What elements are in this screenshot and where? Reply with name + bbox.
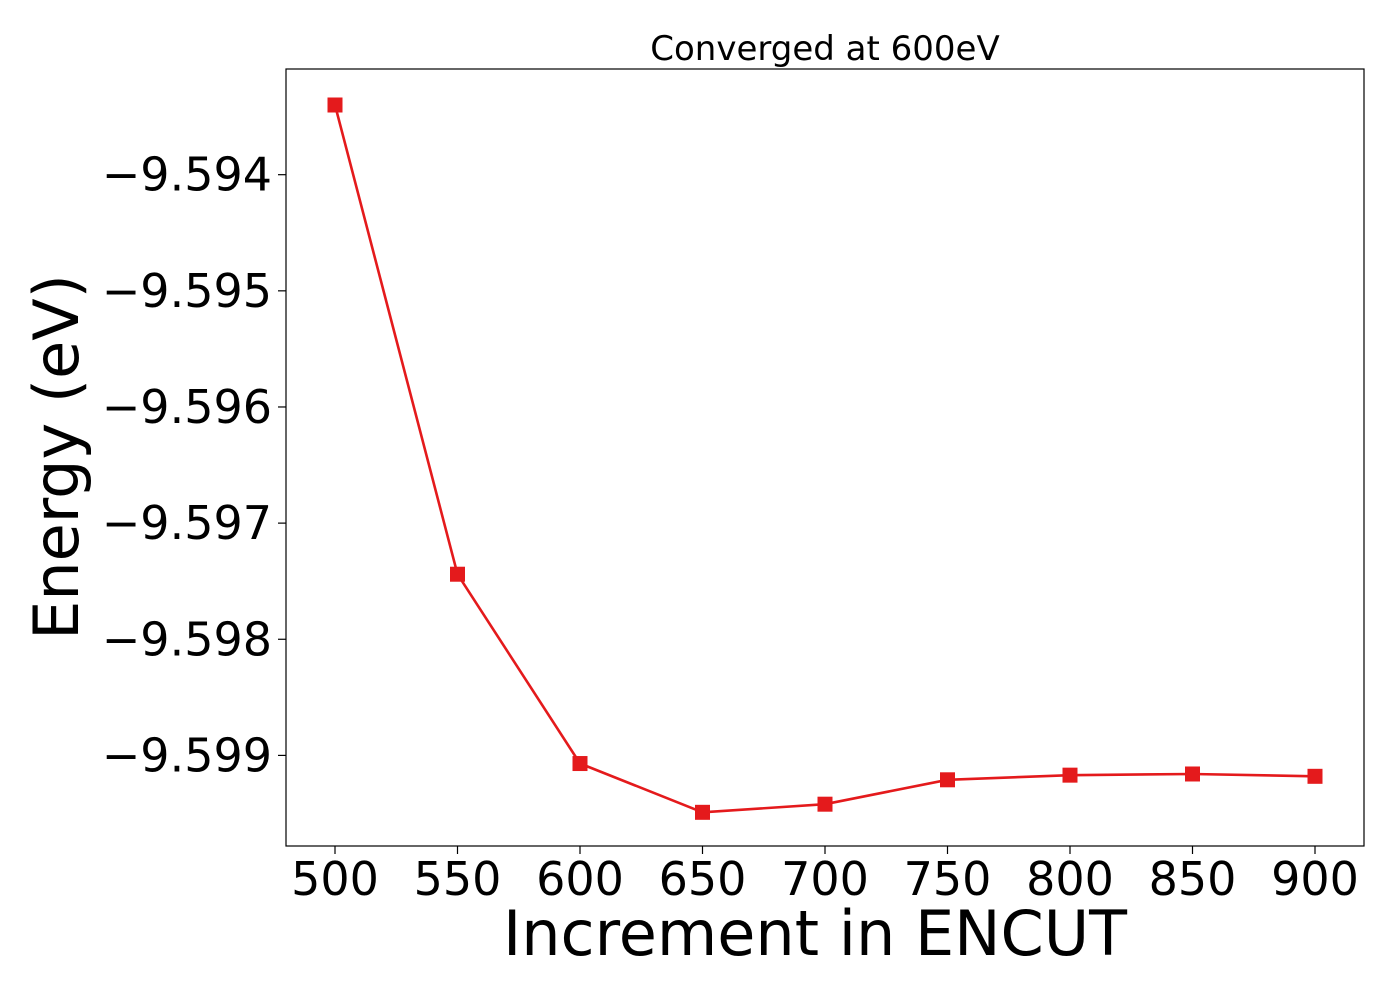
data-point: [1062, 767, 1078, 783]
x-tick-label: 750: [904, 852, 992, 906]
y-axis-title: Energy (eV): [20, 274, 93, 640]
y-axis: −9.594 −9.595 −9.596 −9.597 −9.598 −9.599: [102, 148, 286, 782]
data-point: [940, 772, 955, 788]
plot-area: −9.594 −9.595 −9.596 −9.597 −9.598 −9.599 500…: [102, 68, 1365, 906]
x-tick-label: 550: [414, 852, 502, 906]
data-point: [450, 566, 465, 582]
y-tick-label: −9.595: [102, 264, 272, 318]
series-layer: [327, 97, 1323, 820]
y-tick-label: −9.598: [102, 612, 272, 666]
data-point: [695, 804, 710, 820]
plot-frame: [285, 68, 1365, 847]
data-point: [572, 756, 588, 772]
x-tick-label: 800: [1026, 852, 1114, 906]
x-tick-label: 600: [536, 852, 624, 906]
chart-title: Converged at 600eV: [650, 29, 999, 69]
x-tick-label: 850: [1149, 852, 1237, 906]
x-tick-label: 900: [1271, 852, 1359, 906]
x-tick-label: 700: [781, 852, 869, 906]
y-tick-label: −9.596: [102, 380, 272, 434]
data-point: [327, 97, 343, 113]
series-line: [333, 104, 1316, 814]
data-point: [817, 796, 833, 812]
y-tick-label: −9.599: [102, 728, 272, 782]
y-tick-label: −9.594: [102, 148, 272, 202]
x-axis: 500 550 600 650 700 750 800 850 900: [291, 846, 1359, 906]
data-point: [1307, 768, 1323, 784]
x-axis-title: Increment in ENCUT: [503, 897, 1128, 970]
x-tick-label: 650: [659, 852, 747, 906]
y-tick-label: −9.597: [102, 496, 272, 550]
data-point: [1185, 766, 1200, 782]
x-tick-label: 500: [291, 852, 379, 906]
